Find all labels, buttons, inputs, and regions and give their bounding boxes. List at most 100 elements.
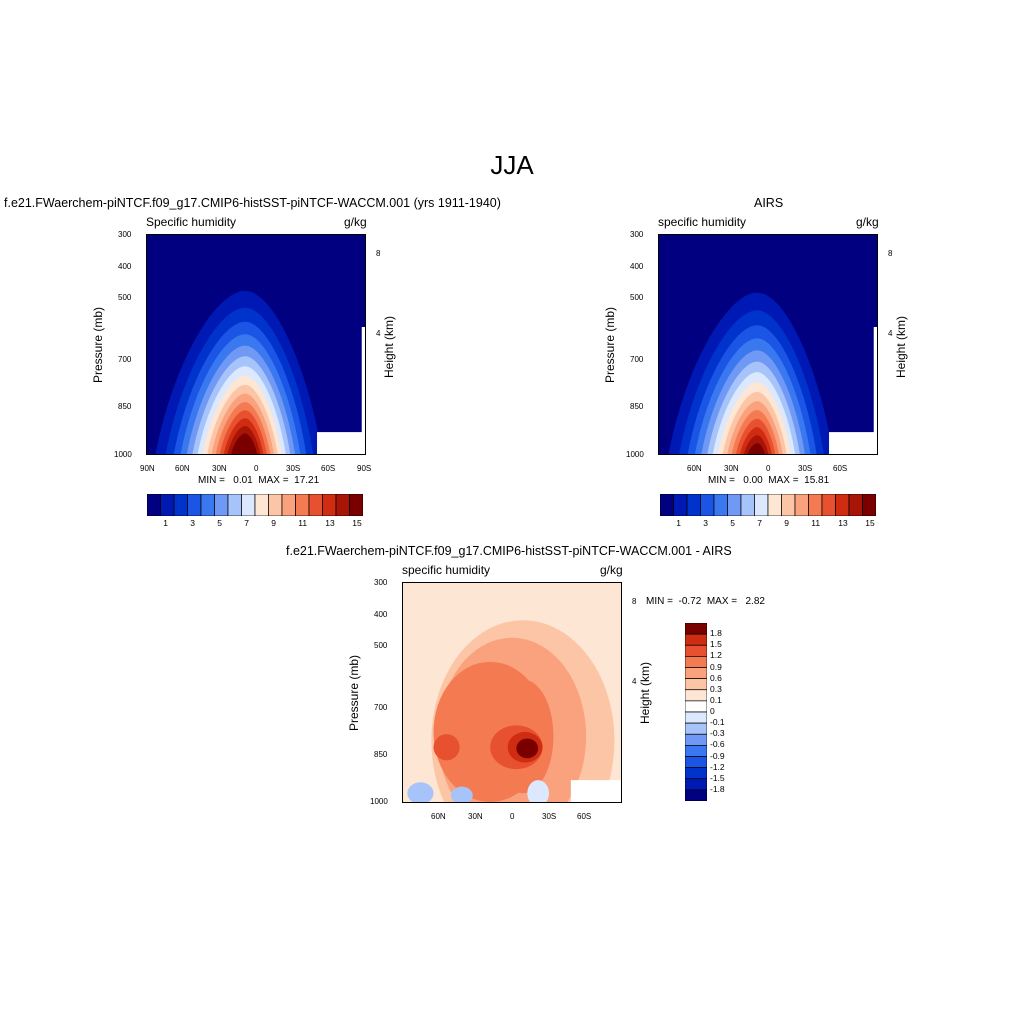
obs-colorbar-label: 13 bbox=[838, 518, 848, 528]
model-ytick: 850 bbox=[118, 402, 132, 411]
diff-ytick: 300 bbox=[374, 578, 388, 587]
diff-stats: MIN = -0.72 MAX = 2.82 bbox=[646, 596, 765, 607]
diff-colorbar-label: -0.3 bbox=[710, 728, 725, 739]
model-colorbar-label: 13 bbox=[325, 518, 335, 528]
obs-variable-label: specific humidity bbox=[658, 215, 747, 229]
diff-contour-band bbox=[433, 734, 460, 761]
diff-height-tick: 4 bbox=[632, 677, 637, 686]
obs-plot-area bbox=[658, 234, 878, 455]
diff-colorbar-swatch bbox=[684, 767, 708, 780]
obs-units-label: g/kg bbox=[856, 215, 879, 229]
obs-colorbar-swatch bbox=[754, 493, 769, 517]
obs-ytick: 500 bbox=[630, 293, 644, 302]
diff-colorbar-swatch bbox=[684, 733, 708, 746]
obs-colorbar-swatch bbox=[821, 493, 836, 517]
diff-colorbar-label: 0.1 bbox=[710, 694, 722, 705]
model-colorbar-swatch bbox=[322, 493, 337, 517]
diff-colorbar-label: 1.8 bbox=[710, 628, 722, 639]
diff-colorbar-label: 0 bbox=[710, 706, 715, 716]
diff-colorbar-label: -0.9 bbox=[710, 750, 725, 761]
model-contour-band bbox=[231, 433, 258, 454]
obs-colorbar-swatch bbox=[686, 493, 701, 517]
model-xtick: 60N bbox=[175, 464, 190, 473]
model-colorbar-swatch bbox=[146, 493, 161, 517]
obs-ylabel: Pressure (mb) bbox=[603, 306, 618, 384]
diff-colorbar bbox=[684, 622, 708, 806]
diff-colorbar-label: -0.1 bbox=[710, 717, 725, 728]
obs-colorbar-swatch bbox=[808, 493, 823, 517]
diff-units-label: g/kg bbox=[600, 563, 623, 577]
diff-colorbar-swatch bbox=[684, 789, 708, 802]
model-colorbar-label: 3 bbox=[190, 518, 195, 528]
obs-colorbar-label: 3 bbox=[703, 518, 708, 528]
diff-negative-band bbox=[527, 780, 550, 802]
model-ylabel-right: Height (km) bbox=[382, 315, 397, 379]
obs-colorbar-swatch bbox=[862, 493, 877, 517]
diff-colorbar-label: -1.2 bbox=[710, 761, 725, 772]
diff-xtick: 60S bbox=[577, 812, 592, 821]
obs-colorbar-swatch bbox=[740, 493, 755, 517]
obs-colorbar-swatch bbox=[835, 493, 850, 517]
model-colorbar-swatch bbox=[268, 493, 283, 517]
diff-negative-band bbox=[407, 782, 434, 802]
model-panel-title: f.e21.FWaerchem-piNTCF.f09_g17.CMIP6-his… bbox=[4, 196, 501, 210]
model-colorbar-swatch bbox=[349, 493, 364, 517]
diff-colorbar-label: -1.8 bbox=[710, 783, 725, 794]
diff-colorbar-swatch bbox=[684, 689, 708, 702]
diff-colorbar-swatch bbox=[684, 745, 708, 757]
model-colorbar-swatch bbox=[200, 493, 215, 517]
obs-colorbar-swatch bbox=[848, 493, 863, 517]
model-colorbar-label: 7 bbox=[244, 518, 249, 528]
diff-colorbar-labels: 1.8 1.5 1.2 0.9 0.6 0.3 0.1 0 -0.1 -0.3 -0.6 -0.9 -1… bbox=[710, 623, 750, 801]
diff-colorbar-swatch bbox=[684, 711, 708, 724]
obs-colorbar-swatch bbox=[794, 493, 809, 517]
obs-ytick: 1000 bbox=[626, 450, 644, 459]
diff-negative-band bbox=[450, 786, 473, 802]
model-colorbar-label: 5 bbox=[217, 518, 222, 528]
obs-colorbar-label: 1 bbox=[676, 518, 681, 528]
diff-colorbar-swatch bbox=[684, 656, 708, 668]
obs-colorbar-labels: 1 3 5 7 9 11 13 15 bbox=[660, 518, 876, 530]
diff-contour-band bbox=[516, 738, 539, 759]
obs-ytick: 850 bbox=[630, 402, 644, 411]
model-colorbar-label: 9 bbox=[271, 518, 276, 528]
obs-colorbar-label: 7 bbox=[757, 518, 762, 528]
obs-colorbar-swatch bbox=[673, 493, 688, 517]
model-variable-label: Specific humidity bbox=[146, 215, 237, 229]
obs-contour-band bbox=[747, 443, 766, 454]
diff-field-svg bbox=[403, 583, 621, 802]
obs-ylabel-right: Height (km) bbox=[894, 315, 909, 379]
obs-field-svg bbox=[659, 235, 877, 454]
model-colorbar-swatch bbox=[254, 493, 269, 517]
model-colorbar-swatch bbox=[295, 493, 310, 517]
diff-variable-label: specific humidity bbox=[402, 563, 491, 577]
obs-height-tick: 4 bbox=[888, 329, 893, 338]
obs-colorbar-label: 11 bbox=[811, 518, 821, 528]
diff-colorbar-swatch bbox=[684, 667, 708, 679]
obs-xtick: 30S bbox=[798, 464, 813, 473]
obs-colorbar-swatch bbox=[700, 493, 715, 517]
diff-height-tick: 8 bbox=[632, 597, 637, 606]
model-xtick: 30N bbox=[212, 464, 227, 473]
diff-colorbar-swatch bbox=[684, 756, 708, 768]
model-colorbar bbox=[146, 493, 364, 521]
model-ytick: 700 bbox=[118, 355, 132, 364]
diff-colorbar-label: 1.5 bbox=[710, 639, 722, 650]
model-colorbar-swatch bbox=[335, 493, 350, 517]
model-colorbar-label: 1 bbox=[163, 518, 168, 528]
diff-ylabel-right: Height (km) bbox=[638, 661, 653, 725]
diff-colorbar-swatch bbox=[684, 644, 708, 657]
obs-colorbar-swatch bbox=[781, 493, 796, 517]
obs-xtick: 0 bbox=[766, 464, 771, 473]
obs-xtick: 60S bbox=[833, 464, 848, 473]
diff-colorbar-swatch bbox=[684, 778, 708, 791]
model-colorbar-swatch bbox=[227, 493, 242, 517]
diff-xtick: 30S bbox=[542, 812, 557, 821]
main-title: JJA bbox=[490, 150, 534, 180]
diff-colorbar-label: 0.9 bbox=[710, 661, 722, 672]
obs-xtick: 30N bbox=[724, 464, 739, 473]
model-colorbar-labels: 1 3 5 7 9 11 13 15 bbox=[147, 518, 363, 530]
model-xtick: 90S bbox=[357, 464, 372, 473]
model-height-tick: 4 bbox=[376, 329, 381, 338]
model-colorbar-swatch bbox=[308, 493, 323, 517]
